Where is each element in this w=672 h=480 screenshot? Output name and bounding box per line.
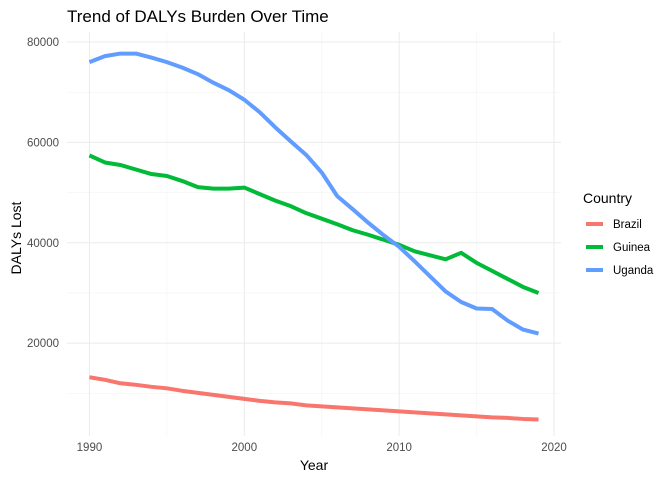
y-axis-title: DALYs Lost: [8, 201, 24, 274]
x-tick-label: 2000: [232, 442, 258, 454]
x-tick-label: 2020: [541, 442, 567, 454]
series-line-uganda: [88, 51, 540, 336]
legend-label-uganda: Uganda: [613, 265, 654, 277]
chart-title: Trend of DALYs Burden Over Time: [67, 7, 329, 26]
legend-label-brazil: Brazil: [613, 219, 642, 231]
y-tick-label: 20000: [27, 338, 59, 350]
legend: Country Brazil Guinea Uganda: [583, 190, 654, 277]
series-line-brazil: [89, 375, 539, 422]
x-tick-label: 2010: [386, 442, 412, 454]
y-tick-label: 60000: [27, 137, 59, 149]
legend-title: Country: [583, 190, 632, 206]
grid-lines: [67, 32, 561, 436]
x-axis-ticks: 1990 2000 2010 2020: [77, 442, 567, 454]
y-tick-label: 40000: [27, 238, 59, 250]
legend-label-guinea: Guinea: [613, 242, 651, 254]
x-axis-title: Year: [300, 457, 329, 473]
series-line-guinea: [88, 153, 540, 295]
y-tick-label: 80000: [27, 37, 59, 49]
y-axis-ticks: 20000 40000 60000 80000: [27, 37, 59, 350]
series-lines: [88, 51, 540, 422]
x-tick-label: 1990: [77, 442, 103, 454]
